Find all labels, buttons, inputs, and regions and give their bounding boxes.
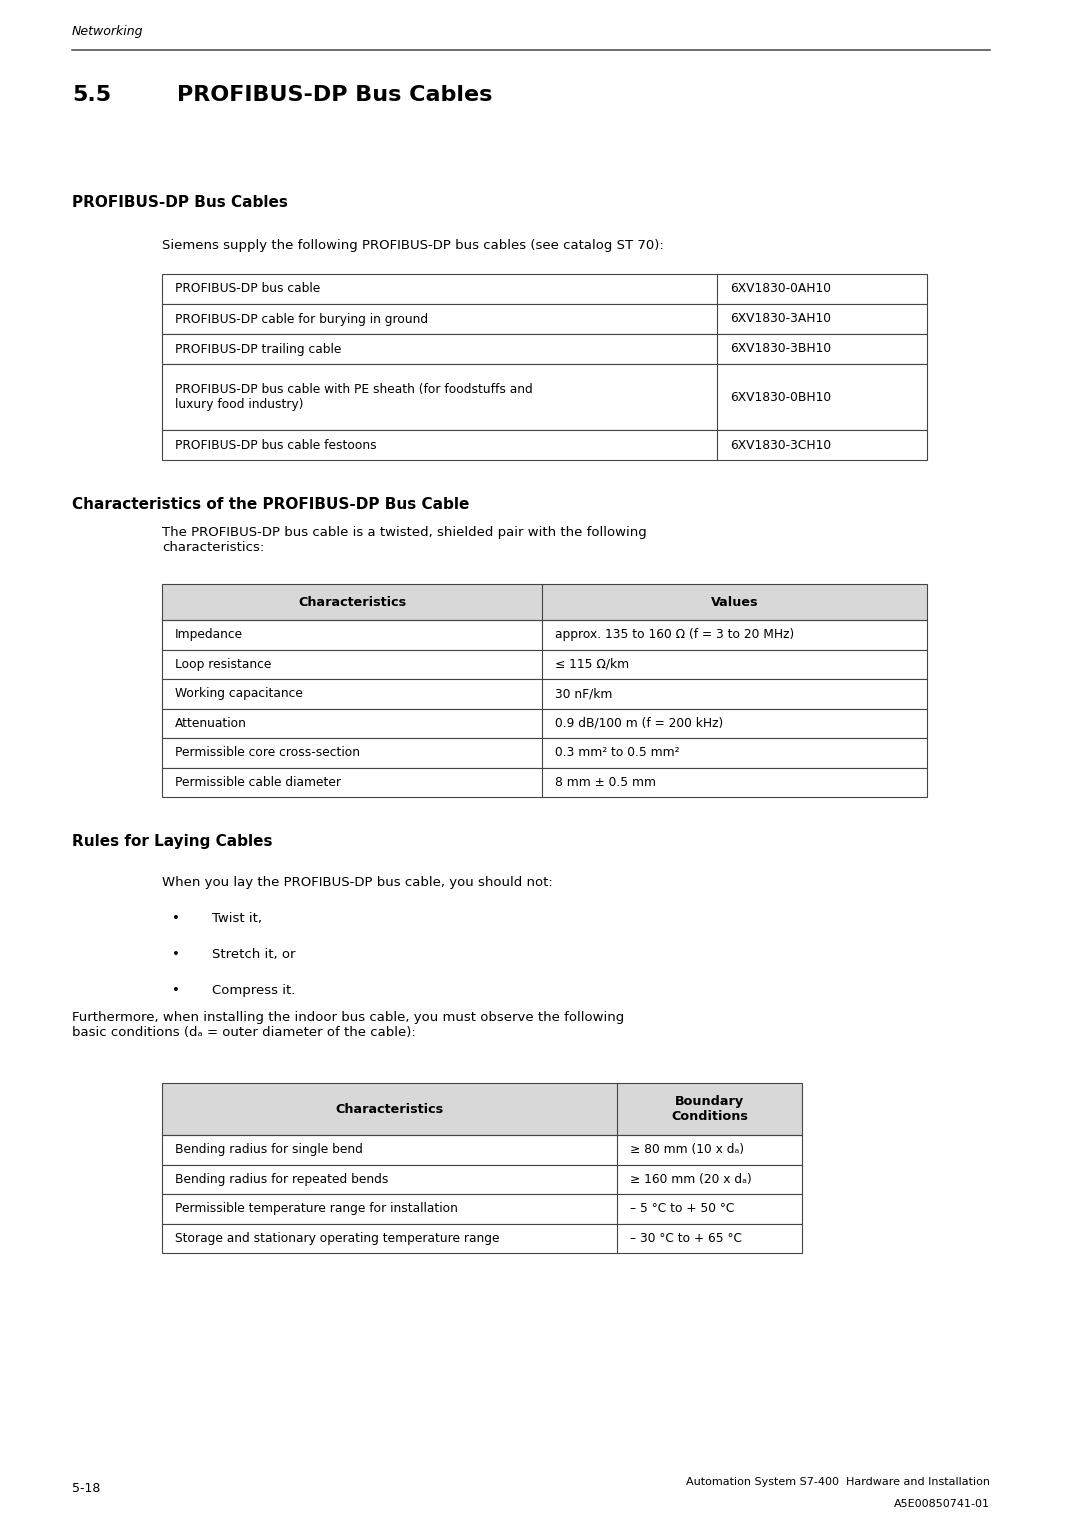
Text: 5.5: 5.5 [72, 86, 111, 105]
Text: Storage and stationary operating temperature range: Storage and stationary operating tempera… [175, 1232, 499, 1245]
Text: 0.3 mm² to 0.5 mm²: 0.3 mm² to 0.5 mm² [555, 747, 679, 759]
Text: ≥ 160 mm (20 x dₐ): ≥ 160 mm (20 x dₐ) [630, 1173, 752, 1186]
Bar [162, 273, 927, 304]
Text: PROFIBUS-DP cable for burying in ground: PROFIBUS-DP cable for burying in ground [175, 313, 428, 325]
Text: Rules for Laying Cables: Rules for Laying Cables [72, 834, 272, 849]
Bar [162, 1135, 802, 1165]
Bar [162, 709, 927, 738]
Text: The PROFIBUS-DP bus cable is a twisted, shielded pair with the following
charact: The PROFIBUS-DP bus cable is a twisted, … [162, 525, 647, 554]
Text: Automation System S7-400  Hardware and Installation: Automation System S7-400 Hardware and In… [686, 1477, 990, 1487]
Text: Boundary
Conditions: Boundary Conditions [671, 1095, 748, 1122]
Text: Characteristics: Characteristics [298, 596, 406, 608]
Text: Impedance: Impedance [175, 628, 243, 641]
Bar [162, 363, 927, 431]
Text: ≥ 80 mm (10 x dₐ): ≥ 80 mm (10 x dₐ) [630, 1144, 744, 1156]
Bar [162, 1083, 802, 1135]
Bar [162, 1083, 802, 1135]
Bar [162, 738, 927, 768]
Text: 6XV1830-0BH10: 6XV1830-0BH10 [730, 391, 832, 403]
Text: – 5 °C to + 50 °C: – 5 °C to + 50 °C [630, 1202, 734, 1215]
Text: Stretch it, or: Stretch it, or [212, 948, 296, 960]
Bar [162, 768, 927, 797]
Text: •: • [172, 912, 180, 925]
Bar [162, 620, 927, 649]
Text: 6XV1830-3AH10: 6XV1830-3AH10 [730, 313, 831, 325]
Text: Attenuation: Attenuation [175, 716, 247, 730]
Text: Loop resistance: Loop resistance [175, 658, 271, 670]
Text: 30 nF/km: 30 nF/km [555, 687, 612, 701]
Bar [162, 334, 927, 363]
Text: 6XV1830-3CH10: 6XV1830-3CH10 [730, 438, 832, 452]
Text: Bending radius for single bend: Bending radius for single bend [175, 1144, 363, 1156]
Bar [162, 431, 927, 460]
Bar [162, 1194, 802, 1223]
Text: PROFIBUS-DP Bus Cables: PROFIBUS-DP Bus Cables [72, 195, 288, 211]
Text: 5-18: 5-18 [72, 1483, 100, 1495]
Text: 0.9 dB/100 m (f = 200 kHz): 0.9 dB/100 m (f = 200 kHz) [555, 716, 724, 730]
Bar [162, 583, 927, 620]
Bar [162, 680, 927, 709]
Bar [162, 1165, 802, 1194]
Text: Characteristics of the PROFIBUS-DP Bus Cable: Characteristics of the PROFIBUS-DP Bus C… [72, 496, 470, 512]
Text: 6XV1830-3BH10: 6XV1830-3BH10 [730, 342, 832, 356]
Text: Working capacitance: Working capacitance [175, 687, 302, 701]
Text: Bending radius for repeated bends: Bending radius for repeated bends [175, 1173, 389, 1186]
Bar [162, 304, 927, 334]
Text: •: • [172, 948, 180, 960]
Text: Permissible temperature range for installation: Permissible temperature range for instal… [175, 1202, 458, 1215]
Text: A5E00850741-01: A5E00850741-01 [894, 1500, 990, 1509]
Bar [162, 649, 927, 680]
Text: Characteristics: Characteristics [336, 1102, 444, 1116]
Text: PROFIBUS-DP bus cable festoons: PROFIBUS-DP bus cable festoons [175, 438, 377, 452]
Text: Values: Values [711, 596, 758, 608]
Text: 6XV1830-0AH10: 6XV1830-0AH10 [730, 282, 831, 296]
Text: PROFIBUS-DP trailing cable: PROFIBUS-DP trailing cable [175, 342, 341, 356]
Text: When you lay the PROFIBUS-DP bus cable, you should not:: When you lay the PROFIBUS-DP bus cable, … [162, 876, 553, 889]
Text: Networking: Networking [72, 24, 144, 38]
Bar [162, 1223, 802, 1254]
Text: 8 mm ± 0.5 mm: 8 mm ± 0.5 mm [555, 776, 656, 789]
Text: Permissible core cross-section: Permissible core cross-section [175, 747, 360, 759]
Text: •: • [172, 983, 180, 997]
Text: Furthermore, when installing the indoor bus cable, you must observe the followin: Furthermore, when installing the indoor … [72, 1011, 624, 1038]
Text: Twist it,: Twist it, [212, 912, 262, 925]
Text: PROFIBUS-DP Bus Cables: PROFIBUS-DP Bus Cables [177, 86, 492, 105]
Text: PROFIBUS-DP bus cable: PROFIBUS-DP bus cable [175, 282, 321, 296]
Text: ≤ 115 Ω/km: ≤ 115 Ω/km [555, 658, 630, 670]
Text: PROFIBUS-DP bus cable with PE sheath (for foodstuffs and
luxury food industry): PROFIBUS-DP bus cable with PE sheath (fo… [175, 383, 532, 411]
Text: Siemens supply the following PROFIBUS-DP bus cables (see catalog ST 70):: Siemens supply the following PROFIBUS-DP… [162, 240, 664, 252]
Bar [162, 583, 927, 620]
Text: Permissible cable diameter: Permissible cable diameter [175, 776, 341, 789]
Text: – 30 °C to + 65 °C: – 30 °C to + 65 °C [630, 1232, 742, 1245]
Text: Compress it.: Compress it. [212, 983, 295, 997]
Text: approx. 135 to 160 Ω (f = 3 to 20 MHz): approx. 135 to 160 Ω (f = 3 to 20 MHz) [555, 628, 794, 641]
